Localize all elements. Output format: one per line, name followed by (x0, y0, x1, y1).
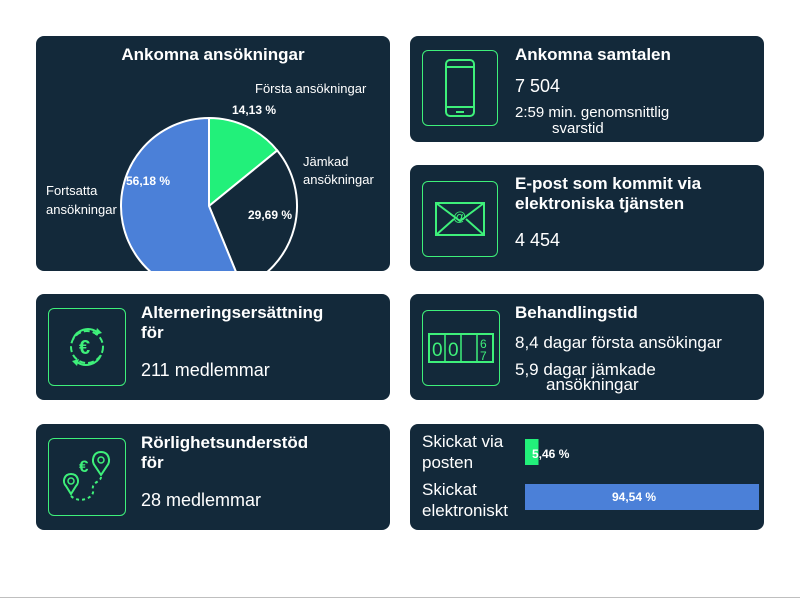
pie-slice-fortsatta (120, 116, 237, 271)
euro-gear-icon: € (48, 308, 126, 386)
pie-label-jamkad-1: Jämkad (303, 154, 349, 169)
mobility-value: 28 medlemmar (141, 490, 262, 510)
email-card: @ E-post som kommit via elektroniska tjä… (410, 165, 764, 271)
delivery-bar-chart: 5,46 % 94,54 % (525, 439, 759, 510)
delivery-card: Skickat via posten Skickat elektroniskt … (410, 424, 764, 530)
alternation-card: € Alterneringsersättning för 211 medlemm… (36, 294, 390, 400)
svg-text:@: @ (453, 209, 466, 224)
alternation-value: 211 medlemmar (141, 360, 270, 380)
bottom-divider (0, 597, 800, 598)
svg-text:€: € (79, 337, 90, 359)
pie-label-fortsatta-2: ansökningar (46, 202, 117, 217)
processing-title: Behandlingstid (515, 303, 638, 322)
calls-value: 7 504 (515, 76, 561, 96)
pie-slice-jamkad (207, 149, 298, 271)
processing-card: 0 0 6 7 Behandlingstid 8,4 dagar första … (410, 294, 764, 400)
svg-text:€: € (79, 457, 89, 476)
pie-value-forsta: 14,13 % (232, 103, 276, 117)
processing-line-2a: 5,9 dagar jämkade (515, 360, 656, 379)
processing-line-2b: ansökningar (546, 375, 639, 394)
email-title-1: E-post som kommit via (515, 174, 702, 193)
email-title-2: elektroniska tjänsten (515, 194, 685, 213)
counter-digit-2: 0 (448, 340, 459, 361)
pie-title: Ankomna ansökningar (121, 45, 305, 64)
calls-title: Ankomna samtalen (515, 45, 671, 64)
mobility-card: € Rörlighetsunderstöd för 28 medlemmar (36, 424, 390, 530)
counter-digit-4: 7 (480, 349, 487, 363)
delivery-bar-el (525, 484, 759, 510)
counter-icon: 0 0 6 7 (422, 310, 500, 386)
delivery-value-post: 5,46 % (532, 447, 570, 461)
delivery-value-el: 94,54 % (612, 490, 656, 504)
mobility-title-1: Rörlighetsunderstöd (141, 433, 309, 452)
phone-icon (422, 50, 498, 126)
pie-value-jamkad: 29,69 % (248, 208, 292, 222)
pie-value-fortsatta: 56,18 % (126, 174, 170, 188)
pie-label-forsta: Första ansökningar (255, 81, 367, 96)
alternation-title-1: Alterneringsersättning (141, 303, 324, 322)
calls-note-2: svarstid (552, 120, 604, 137)
alternation-title-2: för (141, 323, 164, 342)
map-euro-icon: € (48, 438, 126, 516)
calls-note-1: 2:59 min. genomsnittlig (515, 104, 670, 121)
calls-card: Ankomna samtalen 7 504 2:59 min. genomsn… (410, 36, 764, 142)
pie-label-jamkad-2: ansökningar (303, 172, 374, 187)
processing-line-1: 8,4 dagar första ansökingar (515, 333, 722, 352)
delivery-label-post-2: posten (422, 453, 474, 472)
counter-digit-1: 0 (432, 340, 443, 361)
pie-label-fortsatta-1: Fortsatta (46, 183, 98, 198)
delivery-label-el-2: elektroniskt (422, 501, 508, 520)
applications-card: Ankomna ansökningar Första ansökningar J… (36, 36, 390, 271)
email-value: 4 454 (515, 230, 561, 250)
pie-slice-forsta (208, 116, 279, 209)
counter-digit-3: 6 (480, 337, 487, 351)
email-icon: @ (422, 181, 498, 257)
delivery-bar-post (525, 439, 539, 465)
delivery-label-el-1: Skickat (422, 480, 477, 499)
mobility-title-2: för (141, 453, 164, 472)
pie-chart: Första ansökningar Jämkad ansökningar Fo… (46, 81, 374, 271)
delivery-label-post-1: Skickat via (422, 432, 504, 451)
